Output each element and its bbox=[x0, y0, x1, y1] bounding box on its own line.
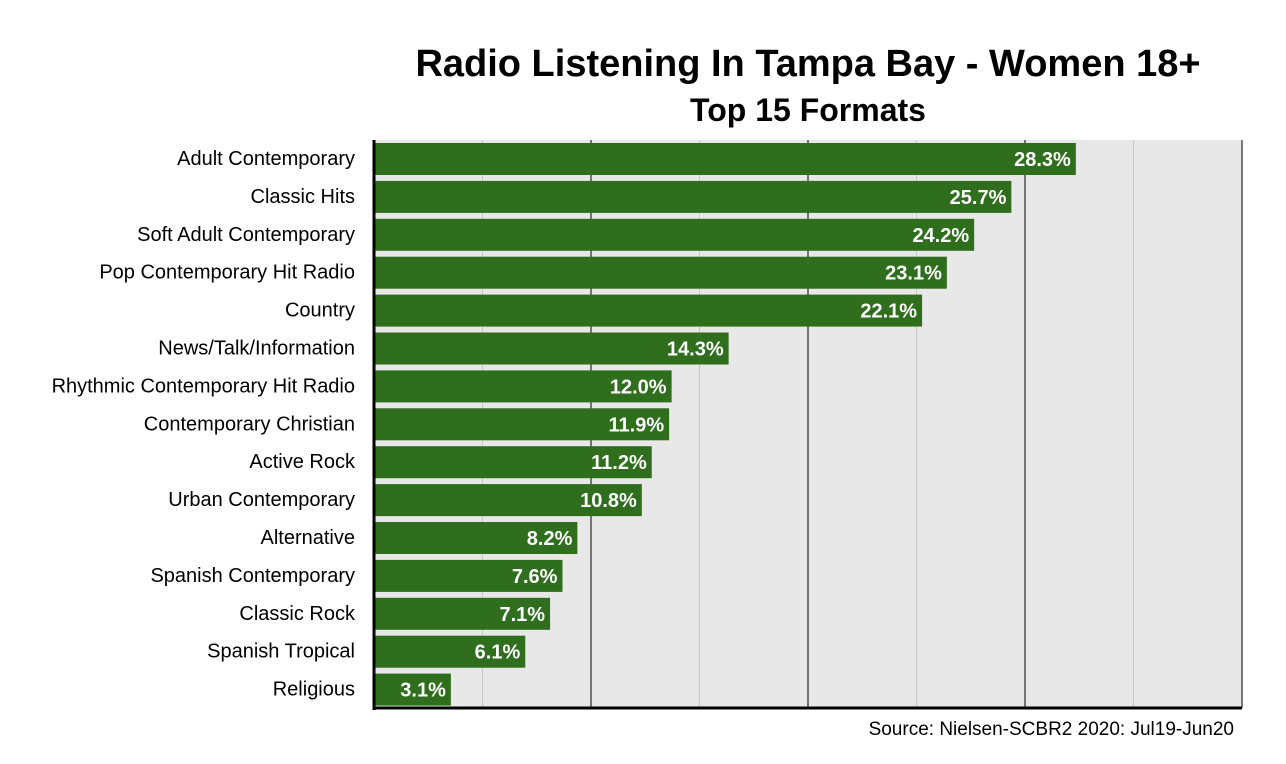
bar bbox=[374, 180, 1012, 213]
category-label: Active Rock bbox=[249, 451, 356, 473]
chart-title: Radio Listening In Tampa Bay - Women 18+ bbox=[415, 43, 1201, 85]
category-label: Urban Contemporary bbox=[168, 489, 355, 511]
bar bbox=[374, 332, 729, 365]
value-labels: 28.3% 25.7% 24.2% 23.1% 22.1% 14.3%12.0% 11.9%… bbox=[400, 149, 1071, 702]
category-label: News/Talk/Information bbox=[158, 338, 355, 360]
category-label: Spanish Contemporary bbox=[150, 565, 355, 587]
category-label: Rhythmic Contemporary Hit Radio bbox=[52, 375, 355, 397]
bar bbox=[374, 446, 652, 479]
bars bbox=[374, 143, 1076, 706]
bar bbox=[374, 484, 642, 517]
data-label: 22.1% bbox=[860, 301, 917, 323]
data-label: 8.2% bbox=[527, 528, 573, 550]
bar bbox=[374, 597, 551, 630]
bar bbox=[374, 522, 578, 554]
bar bbox=[374, 218, 975, 251]
bar bbox=[374, 408, 670, 441]
category-label: Alternative bbox=[261, 527, 356, 549]
data-label: 12.0% bbox=[610, 376, 667, 398]
category-label: Soft Adult Contemporary bbox=[137, 224, 355, 246]
bar bbox=[374, 635, 526, 668]
data-label: 24.2% bbox=[912, 225, 969, 247]
category-label: Religious bbox=[273, 679, 355, 701]
data-label: 23.1% bbox=[885, 263, 942, 285]
data-label: 14.3% bbox=[667, 339, 724, 361]
bar bbox=[374, 559, 563, 592]
category-label: Classic Hits bbox=[251, 186, 355, 208]
data-label: 7.6% bbox=[512, 566, 558, 588]
category-label: Classic Rock bbox=[239, 603, 356, 625]
category-label: Country bbox=[285, 300, 355, 322]
category-label: Adult Contemporary bbox=[177, 148, 355, 170]
bar bbox=[374, 673, 451, 706]
category-label: Pop Contemporary Hit Radio bbox=[99, 262, 355, 284]
chart-subtitle: Top 15 Formats bbox=[690, 92, 926, 128]
bar bbox=[374, 143, 1076, 175]
data-label: 7.1% bbox=[499, 604, 545, 626]
data-label: 10.8% bbox=[580, 490, 637, 512]
bar bbox=[374, 294, 923, 327]
category-label: Spanish Tropical bbox=[207, 641, 355, 663]
data-label: 3.1% bbox=[400, 680, 446, 702]
data-label: 6.1% bbox=[475, 642, 521, 664]
data-label: 11.2% bbox=[591, 452, 647, 474]
data-label: 11.9% bbox=[609, 414, 665, 436]
category-labels: Adult Contemporary Classic Hits Soft Adult… bbox=[52, 148, 356, 701]
bar bbox=[374, 370, 672, 403]
source-note: Source: Nielsen-SCBR2 2020: Jul19-Jun20 bbox=[868, 719, 1234, 740]
data-label: 28.3% bbox=[1014, 149, 1071, 171]
data-label: 25.7% bbox=[950, 187, 1007, 209]
bar bbox=[374, 256, 947, 289]
category-label: Contemporary Christian bbox=[144, 413, 355, 435]
